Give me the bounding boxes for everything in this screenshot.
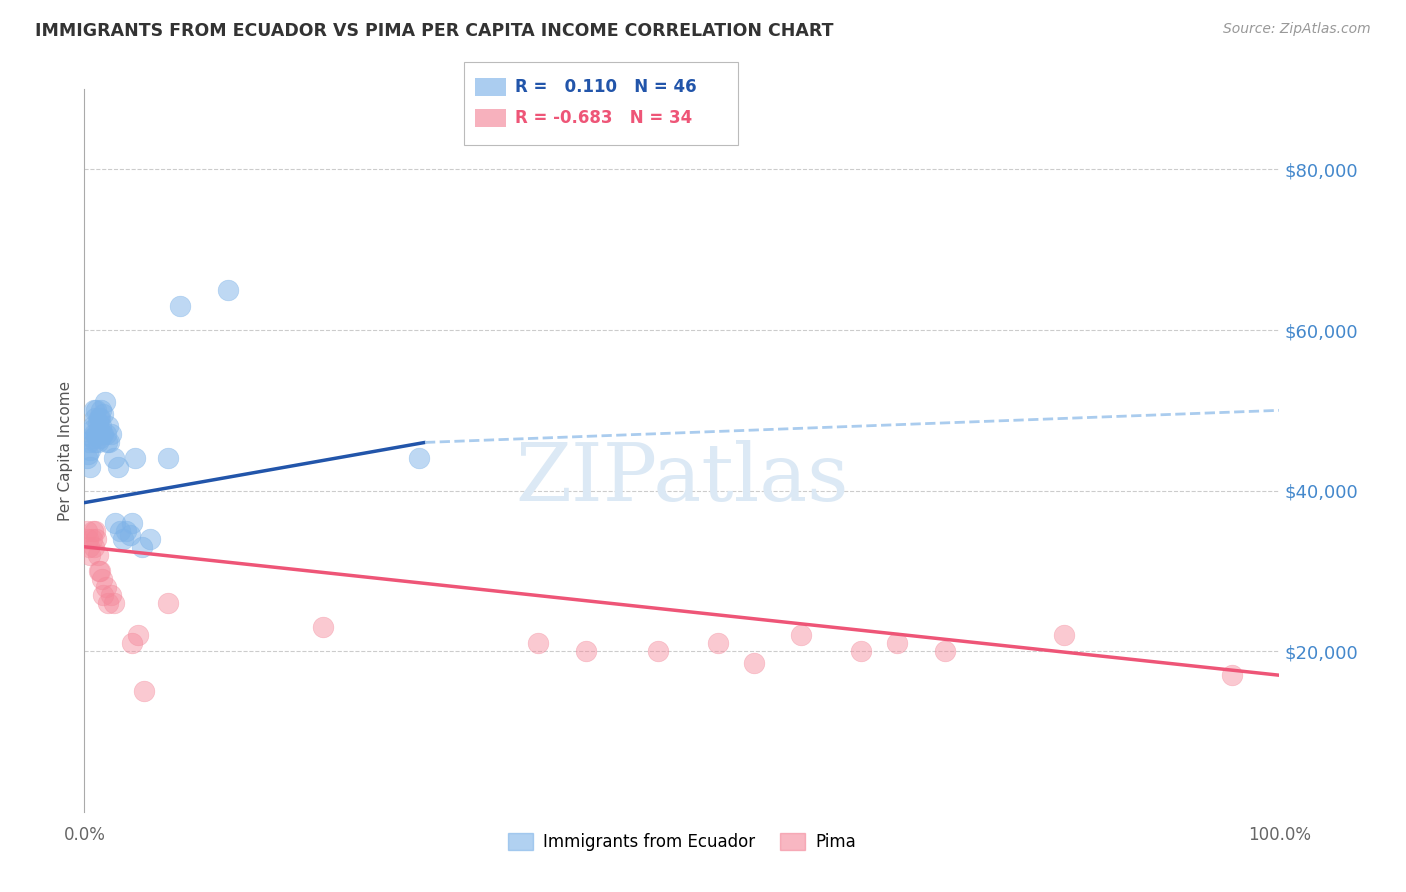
Point [110,524,132,538]
Point [742,657,765,671]
Point [86,427,108,442]
Point [100,588,122,602]
Point [934,644,956,658]
Point [77,540,100,554]
Point [790,628,813,642]
Point [121,516,143,530]
Point [169,299,191,313]
Text: Source: ZipAtlas.com: Source: ZipAtlas.com [1223,22,1371,37]
Point [83,540,105,554]
Point [97,419,120,434]
Point [91,427,114,442]
Point [86,548,108,562]
Point [80,532,103,546]
Point [82,419,104,434]
Text: IMMIGRANTS FROM ECUADOR VS PIMA PER CAPITA INCOME CORRELATION CHART: IMMIGRANTS FROM ECUADOR VS PIMA PER CAPI… [35,22,834,40]
Point [103,451,125,466]
Point [217,283,239,297]
Point [111,532,134,546]
Text: ZIPatlas: ZIPatlas [515,441,849,518]
Point [104,516,127,530]
Text: R =   0.110   N = 46: R = 0.110 N = 46 [515,78,696,96]
Point [851,644,873,658]
Point [83,427,105,442]
Point [107,459,129,474]
Point [90,403,112,417]
Point [84,435,107,450]
Point [132,684,156,698]
Point [84,411,107,425]
Point [707,636,730,650]
Point [103,596,125,610]
Point [79,443,101,458]
Point [1053,628,1076,642]
Point [86,435,108,450]
Point [98,435,121,450]
Point [90,419,112,434]
Point [77,435,100,450]
Point [157,451,180,466]
Point [131,540,153,554]
Point [91,572,114,586]
Point [1220,668,1243,682]
Point [124,451,146,466]
Point [87,423,110,437]
Point [127,628,149,642]
Point [87,564,110,578]
Point [87,411,110,425]
Point [84,524,107,538]
Point [76,451,98,466]
Point [139,532,162,546]
Point [86,415,108,429]
Point [76,524,98,538]
Point [886,636,908,650]
Point [312,620,335,634]
Point [93,427,115,442]
Point [96,435,118,450]
Point [97,596,120,610]
Point [79,459,101,474]
Point [118,527,141,541]
Point [82,524,104,538]
Y-axis label: Per Capita Income: Per Capita Income [58,380,73,521]
Point [83,403,105,417]
Point [94,580,117,594]
Point [157,596,180,610]
Point [86,403,108,417]
Point [89,564,111,578]
Point [94,427,117,442]
Point [77,532,100,546]
Point [89,411,111,425]
Point [93,395,115,409]
Point [527,636,550,650]
Point [575,644,598,658]
Point [80,423,103,437]
Point [115,524,138,538]
Text: R = -0.683   N = 34: R = -0.683 N = 34 [515,109,692,127]
Point [408,451,430,466]
Point [93,407,115,421]
Point [86,532,108,546]
Point [93,588,115,602]
Point [89,431,111,445]
Point [79,548,101,562]
Point [82,431,104,445]
Point [77,447,100,462]
Point [121,636,143,650]
Point [100,427,122,442]
Point [647,644,669,658]
Legend: Immigrants from Ecuador, Pima: Immigrants from Ecuador, Pima [502,826,862,857]
